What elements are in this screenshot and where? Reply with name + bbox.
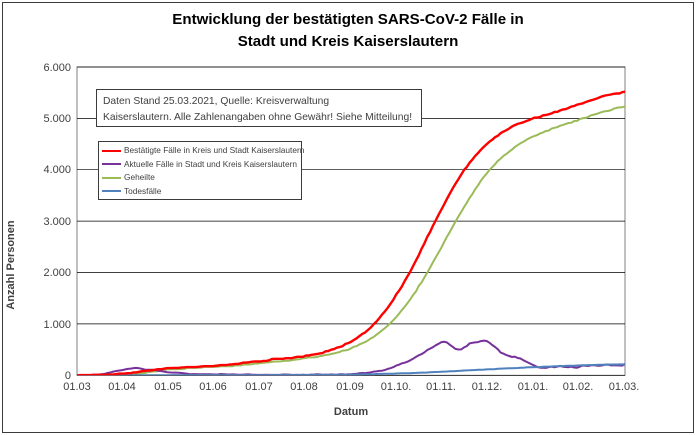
- svg-text:01.04: 01.04: [108, 381, 136, 393]
- svg-text:01.02.: 01.02.: [563, 381, 594, 393]
- svg-text:4.000: 4.000: [43, 164, 71, 176]
- svg-text:01.11.: 01.11.: [426, 381, 456, 393]
- svg-text:01.03: 01.03: [63, 381, 91, 393]
- svg-text:01.10.: 01.10.: [381, 381, 412, 393]
- svg-text:2.000: 2.000: [43, 267, 71, 279]
- svg-text:Datum: Datum: [334, 406, 368, 418]
- svg-text:01.08: 01.08: [290, 381, 318, 393]
- svg-text:01.03.: 01.03.: [609, 381, 640, 393]
- svg-text:01.09: 01.09: [336, 381, 364, 393]
- svg-text:01.07: 01.07: [245, 381, 273, 393]
- svg-text:01.01.: 01.01.: [518, 381, 549, 393]
- svg-text:Anzahl Personen: Anzahl Personen: [5, 220, 17, 310]
- svg-text:01.06: 01.06: [199, 381, 227, 393]
- svg-text:01.05: 01.05: [154, 381, 182, 393]
- svg-text:6.000: 6.000: [43, 62, 71, 74]
- svg-text:1.000: 1.000: [43, 319, 71, 331]
- svg-text:3.000: 3.000: [43, 216, 71, 228]
- svg-text:01.12.: 01.12.: [472, 381, 503, 393]
- svg-text:5.000: 5.000: [43, 113, 71, 125]
